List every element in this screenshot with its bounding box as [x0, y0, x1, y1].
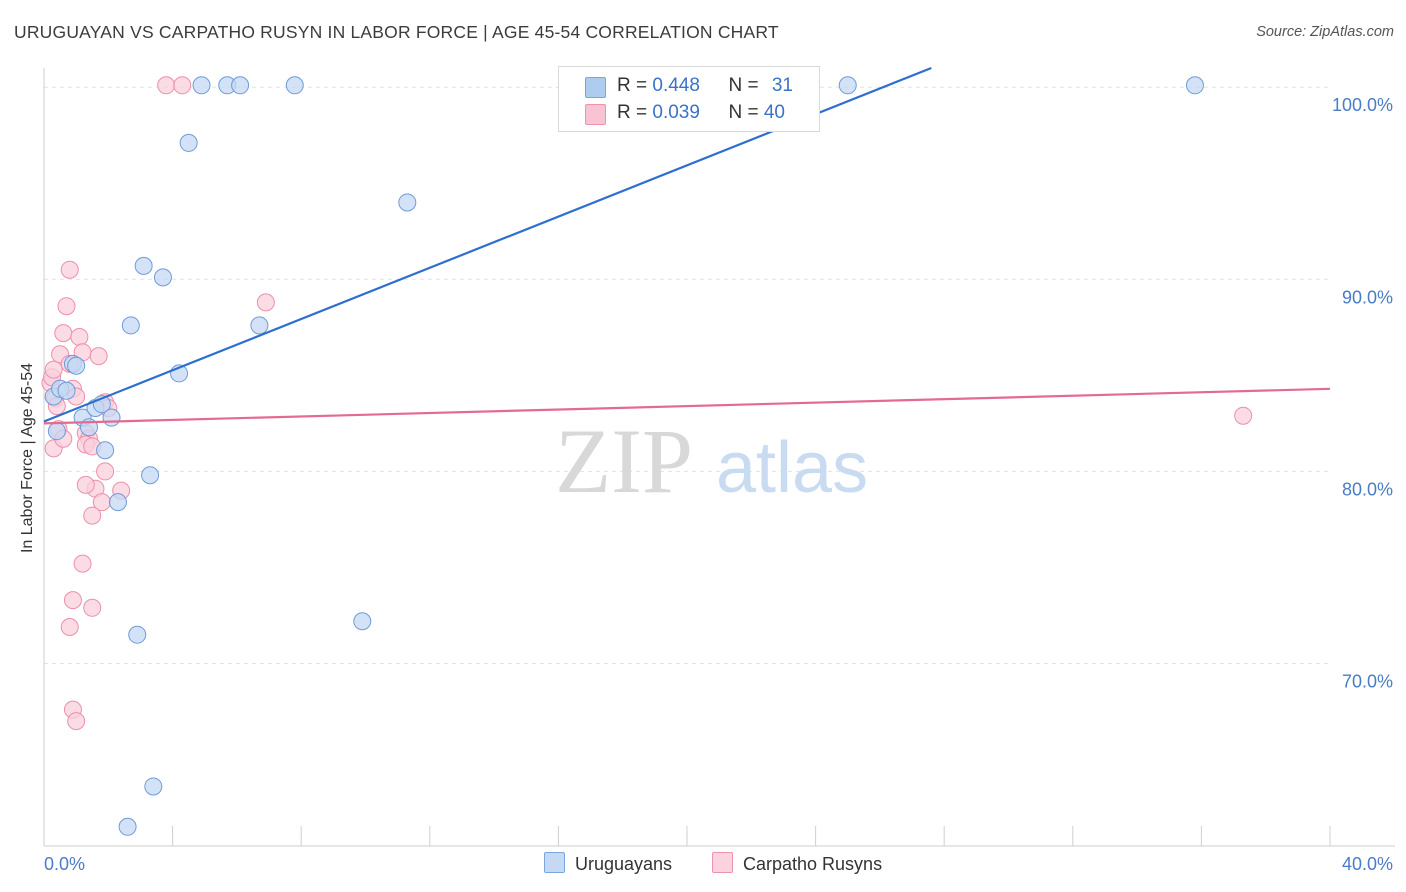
carpatho-rusyn-point	[57, 297, 76, 316]
carpatho-rusyn-point	[83, 598, 102, 617]
bottom-legend-swatch-carpatho-rusyns	[712, 852, 733, 873]
carpatho-rusyn-point	[70, 327, 89, 346]
legend-n-label: N =	[728, 102, 764, 123]
legend-swatch-carpatho-rusyns	[585, 104, 606, 125]
uruguayan-point	[108, 493, 127, 512]
y-tick-label: 80.0%	[1342, 479, 1393, 499]
bottom-legend-label-carpatho-rusyns: Carpatho Rusyns	[743, 854, 883, 874]
legend-r-label: R =	[617, 75, 653, 96]
correlation-legend: R = 0.448 N = 31 R = 0.039 N = 40	[558, 66, 820, 132]
grid-lines	[44, 86, 1330, 665]
carpatho-rusyn-point	[60, 260, 79, 279]
watermark-zip: ZIP	[555, 410, 693, 512]
uruguayan-point	[128, 625, 147, 644]
legend-r-value: 0.448	[652, 75, 700, 96]
x-tick-label: 40.0%	[1342, 854, 1393, 874]
uruguayan-point	[134, 256, 153, 275]
uruguayan-point	[47, 422, 66, 441]
legend-swatch-uruguayans	[585, 77, 606, 98]
uruguayan-point	[250, 316, 269, 335]
legend-n-label: N =	[728, 75, 764, 96]
uruguayan-point	[192, 76, 211, 95]
uruguayan-point	[231, 76, 250, 95]
watermark-atlas: atlas	[716, 428, 868, 508]
legend-n-value: 31	[771, 75, 793, 96]
carpatho-rusyn-point	[54, 324, 73, 343]
bottom-legend-label-uruguayans: Uruguayans	[575, 854, 673, 874]
uruguayan-point	[285, 76, 304, 95]
carpatho-rusyn-point	[96, 462, 115, 481]
legend-n-value: 40	[763, 102, 785, 123]
carpatho-rusyn-point	[76, 475, 95, 494]
uruguayan-point	[838, 76, 857, 95]
uruguayan-point	[57, 381, 76, 400]
uruguayan-point	[96, 441, 115, 460]
carpatho-rusyn-point	[256, 293, 275, 312]
carpatho-rusyn-point	[157, 76, 176, 95]
carpatho-rusyn-trend-line	[43, 387, 1331, 425]
uruguayan-point	[118, 817, 137, 836]
uruguayan-points	[44, 76, 1204, 836]
carpatho-rusyn-point	[67, 712, 86, 731]
carpatho-rusyn-point	[83, 506, 102, 525]
y-tick-label: 70.0%	[1342, 672, 1393, 692]
bottom-legend-uruguayans: Uruguayans	[544, 852, 672, 876]
y-tick-label: 100.0%	[1332, 95, 1393, 115]
carpatho-rusyn-point	[89, 347, 108, 366]
carpatho-rusyn-point	[63, 591, 82, 610]
tick-labels: 70.0% 80.0% 90.0% 100.0% 0.0% 40.0%	[44, 95, 1393, 874]
axes	[43, 68, 1395, 847]
y-tick-label: 90.0%	[1342, 287, 1393, 307]
uruguayan-point	[1185, 76, 1204, 95]
y-axis-label: In Labor Force | Age 45-54	[19, 362, 36, 554]
uruguayan-point	[353, 612, 372, 631]
carpatho-rusyn-point	[44, 360, 63, 379]
legend-r-label: R =	[617, 102, 653, 123]
carpatho-rusyn-point	[173, 76, 192, 95]
uruguayan-point	[398, 193, 417, 212]
uruguayan-point	[153, 268, 172, 287]
uruguayan-point	[67, 356, 86, 375]
uruguayan-point	[102, 408, 121, 427]
bottom-legend-carpatho-rusyns: Carpatho Rusyns	[712, 852, 882, 876]
uruguayan-point	[141, 466, 160, 485]
legend-r-value: 0.039	[652, 102, 700, 123]
carpatho-rusyn-point	[60, 618, 79, 637]
bottom-legend-swatch-uruguayans	[544, 852, 565, 873]
chart-title: URUGUAYAN VS CARPATHO RUSYN IN LABOR FOR…	[14, 22, 779, 42]
carpatho-rusyn-point	[73, 554, 92, 573]
carpatho-rusyn-point	[1234, 406, 1253, 425]
uruguayan-point	[121, 316, 140, 335]
x-tick-label: 0.0%	[44, 854, 85, 874]
source-label: Source: ZipAtlas.com	[1256, 24, 1394, 40]
carpatho-rusyn-points	[41, 76, 1253, 731]
uruguayan-point	[179, 133, 198, 152]
uruguayan-point	[144, 777, 163, 796]
watermark: ZIP atlas	[555, 410, 868, 512]
